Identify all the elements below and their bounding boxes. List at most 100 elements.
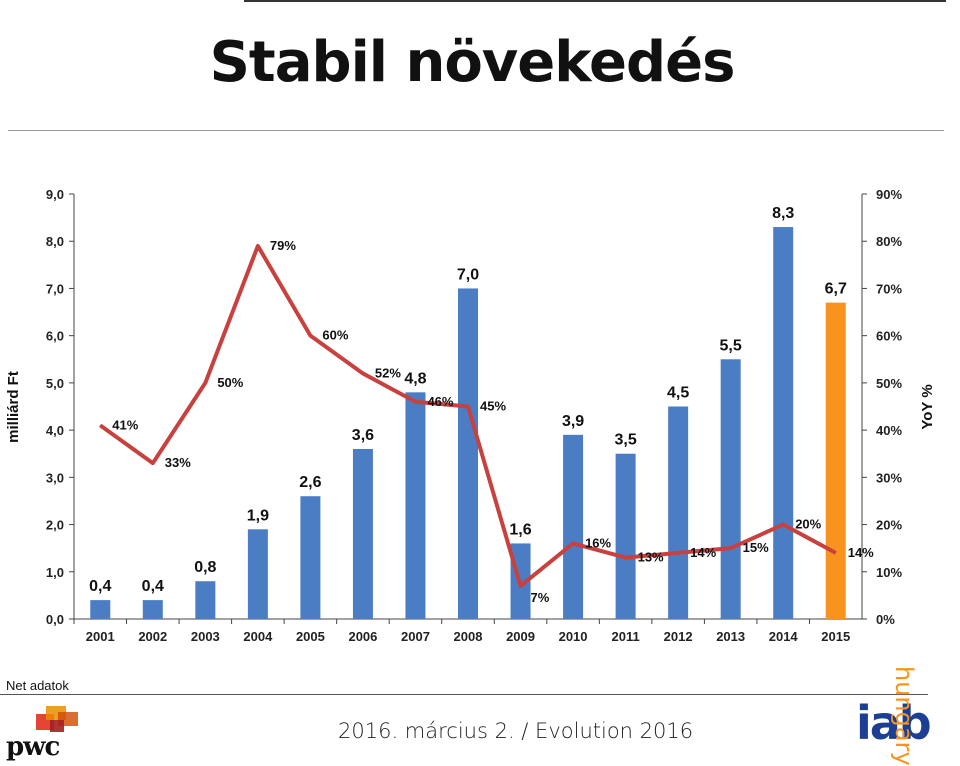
y-tick-label-right: 50% — [876, 376, 902, 391]
revenue-chart: 0,0 1,0 2,0 3,0 4,0 5,0 6,0 7,0 8,0 9,0 0% 10% 20% 30… — [5, 187, 936, 644]
y-tick-label-left: 1,0 — [46, 565, 64, 580]
yoy-line — [99, 243, 837, 588]
yoy-value-label: 33% — [165, 455, 191, 470]
y-tick-label-left: 0,0 — [46, 612, 64, 627]
y-axis-title-left: milliárd Ft — [5, 371, 22, 443]
y-tick-label-right: 10% — [876, 565, 902, 580]
footer-divider — [0, 694, 928, 695]
yoy-point — [467, 406, 469, 407]
x-tick-label: 2010 — [559, 629, 588, 644]
iab-logo-text: iab — [856, 696, 932, 750]
yoy-value-label: 15% — [743, 540, 769, 555]
iab-hungary-logo: iab hungary — [852, 660, 960, 766]
yoy-point — [520, 585, 522, 587]
yoy-point — [309, 335, 311, 337]
y-tick-label-left: 2,0 — [46, 518, 64, 533]
yoy-value-label: 14% — [690, 545, 716, 560]
bar-value-label: 6,7 — [825, 281, 847, 298]
bar-value-label: 0,8 — [194, 559, 216, 576]
x-tick-label: 2015 — [821, 629, 850, 644]
yoy-point — [152, 462, 154, 464]
bar — [615, 453, 636, 619]
bar — [142, 600, 163, 619]
x-tick-label: 2014 — [769, 629, 799, 644]
footer-text: 2016. március 2. / Evolution 2016 — [338, 719, 694, 743]
y-axis-title-right: YoY % — [919, 384, 936, 429]
bar-value-label: 0,4 — [142, 578, 164, 595]
top-border-line — [244, 0, 946, 2]
bar-value-label: 1,6 — [509, 521, 531, 538]
yoy-point — [204, 382, 206, 384]
bar-value-label: 8,3 — [772, 205, 794, 222]
yoy-point — [257, 245, 259, 247]
yoy-point — [782, 524, 784, 526]
yoy-point — [414, 401, 416, 403]
bar-value-label: 5,5 — [720, 337, 742, 354]
pwc-logo-mark — [36, 706, 78, 732]
yoy-value-label: 20% — [795, 517, 821, 532]
x-tick-label: 2001 — [86, 629, 115, 644]
bar-value-label: 1,9 — [247, 507, 269, 524]
x-tick-label: 2006 — [348, 629, 377, 644]
bar-value-label: 2,6 — [299, 474, 321, 491]
y-tick-label-left: 8,0 — [46, 234, 64, 249]
yoy-value-label: 13% — [638, 550, 664, 565]
yoy-value-label: 7% — [531, 590, 550, 605]
yoy-point — [362, 372, 364, 374]
yoy-point — [730, 547, 732, 549]
x-tick-label: 2002 — [138, 629, 167, 644]
chart-labels: 0,4 0,4 0,8 1,9 2,6 3,6 4,8 7,0 1,6 3,9 3,5 4,5 5,5 8… — [89, 205, 874, 605]
yoy-value-label: 45% — [480, 399, 506, 414]
pwc-logo-text: pwc — [6, 732, 60, 762]
data-note: Net adatok — [6, 678, 69, 693]
y-tick-label-left: 7,0 — [46, 281, 64, 296]
bar — [668, 406, 689, 619]
y-tick-label-right: 80% — [876, 234, 902, 249]
page-title: Stabil növekedés — [209, 30, 736, 95]
pwc-logo: pwc — [6, 706, 86, 762]
bar-value-label: 3,5 — [614, 432, 636, 449]
yoy-value-label: 60% — [322, 328, 348, 343]
yoy-value-label: 14% — [848, 545, 874, 560]
yoy-point — [625, 557, 627, 559]
bar — [352, 449, 373, 619]
y-tick-label-left: 4,0 — [46, 423, 64, 438]
yoy-value-label: 50% — [217, 375, 243, 390]
y-tick-label-right: 60% — [876, 329, 902, 344]
x-tick-label: 2011 — [611, 629, 639, 644]
bar — [458, 288, 478, 619]
yoy-point — [677, 552, 679, 554]
bar — [563, 434, 584, 619]
bar-value-label: 0,4 — [89, 578, 111, 595]
y-tick-label-right: 90% — [876, 187, 902, 202]
bar — [825, 302, 846, 619]
y-tick-label-left: 3,0 — [46, 470, 64, 485]
bar-value-label: 4,8 — [404, 370, 426, 387]
yoy-value-label: 79% — [270, 238, 296, 253]
y-tick-label-right: 0% — [876, 612, 895, 627]
x-tick-label: 2004 — [243, 629, 273, 644]
yoy-value-label: 41% — [112, 417, 138, 432]
y-tick-label-right: 30% — [876, 470, 902, 485]
bar-value-label: 3,9 — [562, 413, 584, 430]
iab-logo-subtext: hungary — [890, 666, 918, 766]
bar-value-label: 4,5 — [667, 385, 689, 402]
bar-value-label: 3,6 — [352, 427, 374, 444]
yoy-point — [99, 424, 101, 426]
x-tick-label: 2007 — [401, 629, 430, 644]
y-tick-label-right: 70% — [876, 281, 902, 296]
yoy-value-label: 52% — [375, 365, 401, 380]
title-divider — [8, 130, 944, 131]
y-tick-label-left: 9,0 — [46, 187, 64, 202]
bar — [720, 359, 741, 619]
x-tick-label: 2013 — [716, 629, 745, 644]
bar — [90, 600, 111, 619]
x-tick-label: 2003 — [191, 629, 220, 644]
y-tick-label-left: 5,0 — [46, 376, 64, 391]
bar — [773, 227, 794, 620]
yoy-value-label: 16% — [585, 535, 611, 550]
bar — [405, 392, 426, 619]
yoy-point — [835, 552, 837, 554]
y-tick-label-right: 40% — [876, 423, 902, 438]
x-tick-label: 2008 — [454, 629, 483, 644]
